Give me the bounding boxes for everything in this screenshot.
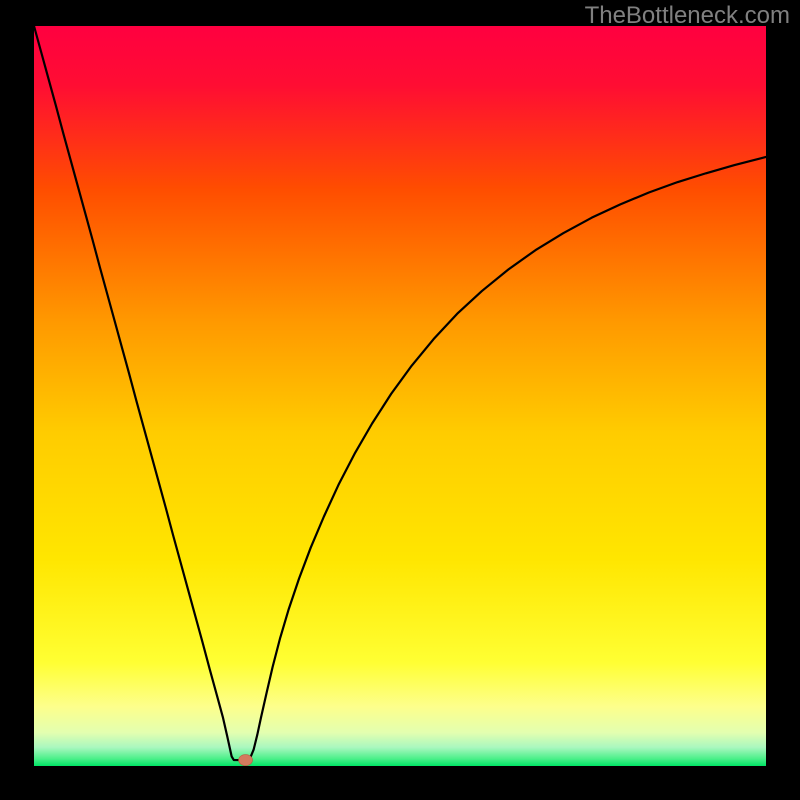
plot-area	[34, 26, 766, 766]
bottleneck-chart: TheBottleneck.com	[0, 0, 800, 800]
watermark-text: TheBottleneck.com	[585, 2, 790, 29]
optimal-point-marker	[239, 755, 253, 766]
